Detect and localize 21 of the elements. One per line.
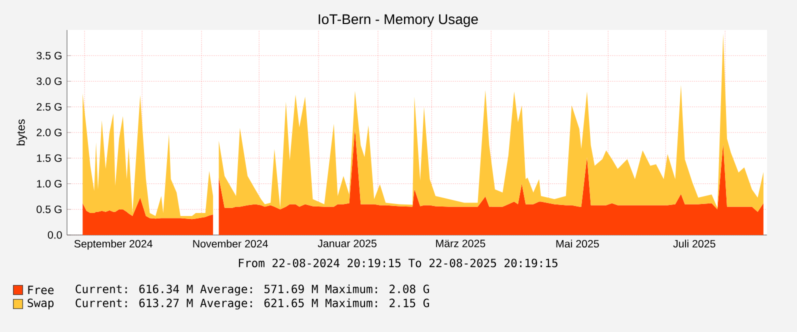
x-tick-label: September 2024: [74, 240, 152, 250]
x-tick-label: Januar 2025: [318, 240, 376, 248]
text: From 22-08-2024 20:19:15 To 22-08-2025 20:19:15: [238, 258, 558, 268]
y-tick-label: 0.5 G: [36, 206, 62, 214]
legend-label: Free: [28, 286, 54, 294]
y-tick-label: 2.0 G: [36, 128, 62, 136]
y-tick-label: 1.0 G: [37, 180, 62, 188]
x-tick-label: Mai 2025: [556, 240, 599, 248]
x-tick-label: November 2024: [193, 240, 268, 248]
y-tick-label: 3.5 G: [36, 52, 62, 60]
text: Current: 613.27 M Average: 621.65 M Maximum: 2.15 G: [76, 298, 429, 310]
legend-label: Swap: [28, 298, 54, 310]
text: Current: 616.34 M Average: 571.69 M Maximum: 2.08 G: [76, 284, 429, 296]
x-tick-label: Juli 2025: [673, 240, 716, 248]
x-tick-label: März 2025: [436, 240, 486, 248]
chart-title: IoT-Bern - Memory Usage: [318, 14, 478, 27]
y-tick-label: 0.0: [48, 231, 62, 239]
y-tick-label: 3.0 G: [36, 77, 62, 86]
y-tick-label: 1.5 G: [37, 154, 62, 162]
y-axis-title: bytes: [16, 119, 28, 146]
y-tick-label: 2.5 G: [36, 103, 62, 111]
